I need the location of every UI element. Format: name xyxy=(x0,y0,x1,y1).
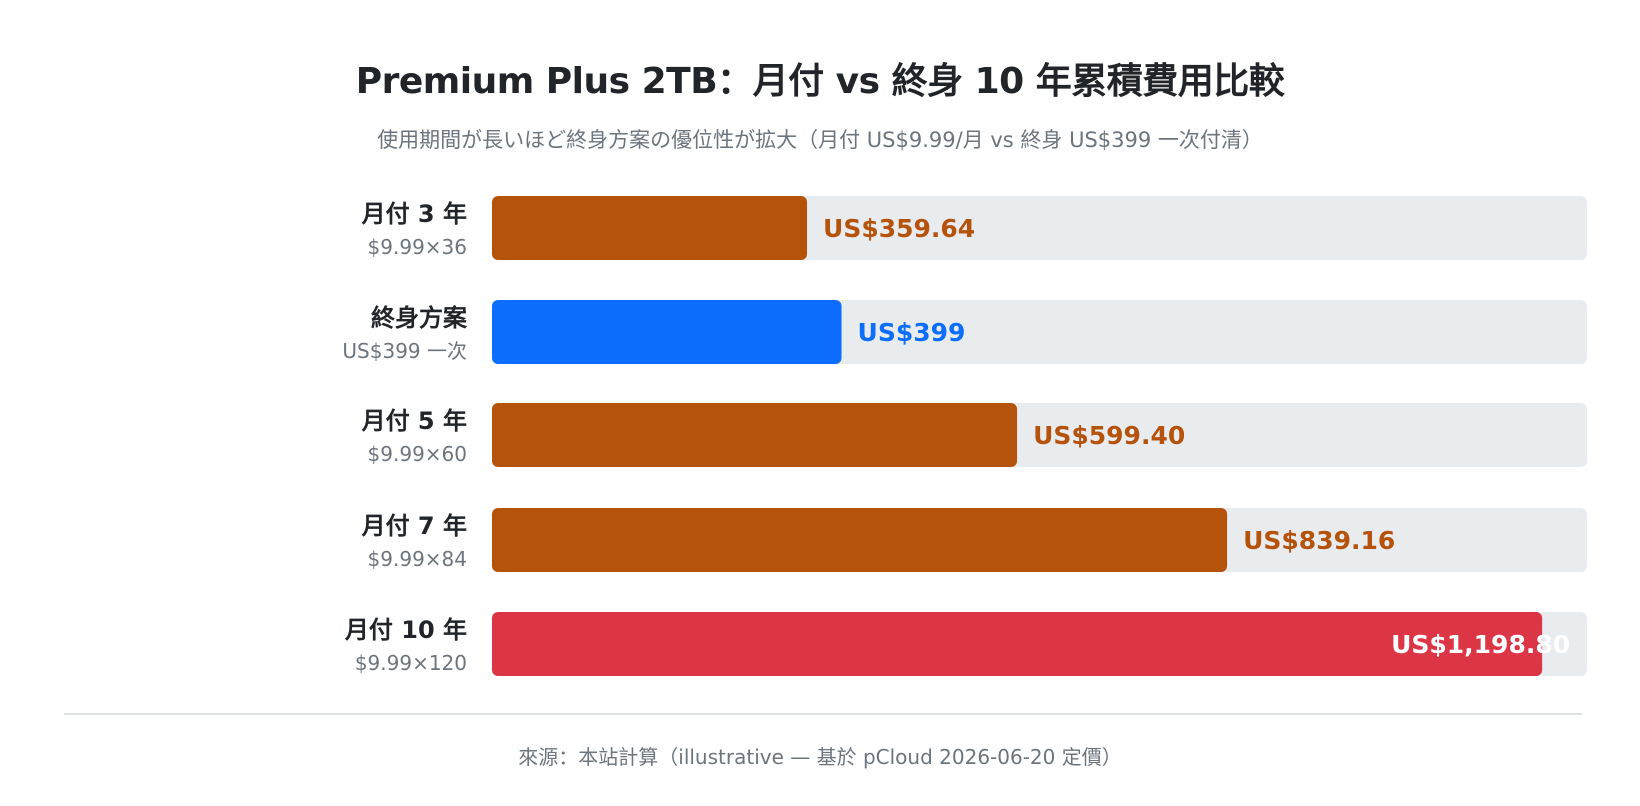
data-label: US$839.16 xyxy=(1243,526,1395,555)
category-label: 終身方案 xyxy=(371,304,468,332)
category-sublabel: US$399 一次 xyxy=(342,339,467,363)
category-sublabel: $9.99×120 xyxy=(355,651,467,675)
category-label: 月付 5 年 xyxy=(361,407,467,435)
bar xyxy=(492,612,1543,676)
chart-subtitle: 使用期間が長いほど終身方案の優位性が拡大（月付 US$9.99/月 vs 終身 … xyxy=(377,128,1263,152)
data-label: US$1,198.80 xyxy=(1391,630,1570,659)
category-sublabel: $9.99×36 xyxy=(368,235,467,259)
data-label: US$599.40 xyxy=(1033,421,1185,450)
category-label: 月付 3 年 xyxy=(361,200,467,228)
data-label: US$399 xyxy=(858,318,966,347)
category-label: 月付 10 年 xyxy=(344,616,467,644)
bar xyxy=(492,508,1228,572)
category-sublabel: $9.99×60 xyxy=(368,442,467,466)
chart-title: Premium Plus 2TB：月付 vs 終身 10 年累積費用比較 xyxy=(355,61,1285,102)
category-label: 月付 7 年 xyxy=(361,512,467,540)
bar xyxy=(492,300,842,364)
bar xyxy=(492,403,1018,467)
footer-divider xyxy=(64,713,1582,715)
source-note: 來源：本站計算（illustrative — 基於 pCloud 2026-06… xyxy=(518,745,1122,769)
bar xyxy=(492,196,808,260)
data-label: US$359.64 xyxy=(823,214,975,243)
bar-chart: 月付 3 年 $9.99×36 US$359.64 終身方案 US$399 一次 US$3… xyxy=(342,196,1587,676)
category-sublabel: $9.99×84 xyxy=(368,547,467,571)
